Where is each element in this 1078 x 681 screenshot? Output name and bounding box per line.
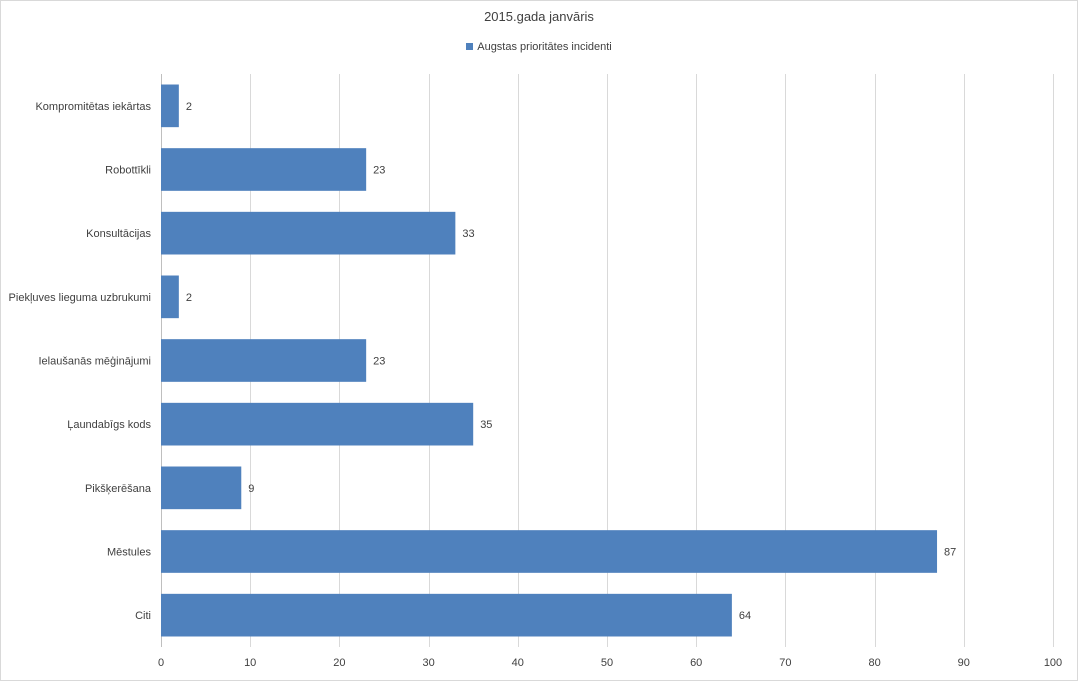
bar [161,275,179,319]
x-tick-label: 50 [601,657,613,669]
category-label: Citi [135,610,151,622]
data-label: 2 [186,101,192,113]
data-label: 87 [944,547,956,559]
data-label: 23 [373,356,385,368]
x-tick-label: 60 [690,657,702,669]
legend-label: Augstas prioritātes incidenti [477,41,612,53]
x-tick-label: 40 [512,657,524,669]
bars [161,84,938,637]
category-label: Mēstules [107,547,152,559]
data-labels: 2 23 33 2 23 35 9 87 64 [186,101,956,622]
category-label: Konsultācijas [86,228,151,240]
x-tick-label: 90 [958,657,970,669]
x-tick-label: 80 [868,657,880,669]
category-label: Ļaundabīgs kods [67,419,151,431]
data-label: 23 [373,165,385,177]
legend-swatch [466,43,474,50]
data-label: 9 [248,483,254,495]
chart-title: 2015.gada janvāris [484,9,594,24]
category-label: Piekļuves lieguma uzbrukumi [9,292,151,304]
data-label: 33 [462,228,474,240]
x-tick-label: 10 [244,657,256,669]
bar [161,211,456,255]
bar [161,339,367,382]
bar [161,148,367,191]
x-tick-label: 70 [779,657,791,669]
category-label: Kompromitētas iekārtas [35,101,151,113]
chart-legend: Augstas prioritātes incidenti [0,41,1078,53]
bar [161,593,732,637]
bar [161,466,242,510]
category-labels: Kompromitētas iekārtas Robottīkli Konsultā… [9,101,152,622]
data-label: 2 [186,292,192,304]
data-label: 35 [480,419,492,431]
category-label: Pikšķerēšana [85,483,152,495]
x-tick-label: 30 [422,657,434,669]
x-tick-labels: 0 10 20 30 40 50 60 70 80 90 100 [158,657,1062,669]
bar [161,402,474,446]
category-label: Ielaušanās mēģinājumi [38,355,151,368]
bar [161,84,179,128]
x-tick-label: 100 [1044,657,1062,669]
bar [161,530,938,573]
data-label: 64 [739,610,751,622]
category-label: Robottīkli [105,165,151,177]
x-tick-label: 20 [333,657,345,669]
x-tick-label: 0 [158,657,164,669]
